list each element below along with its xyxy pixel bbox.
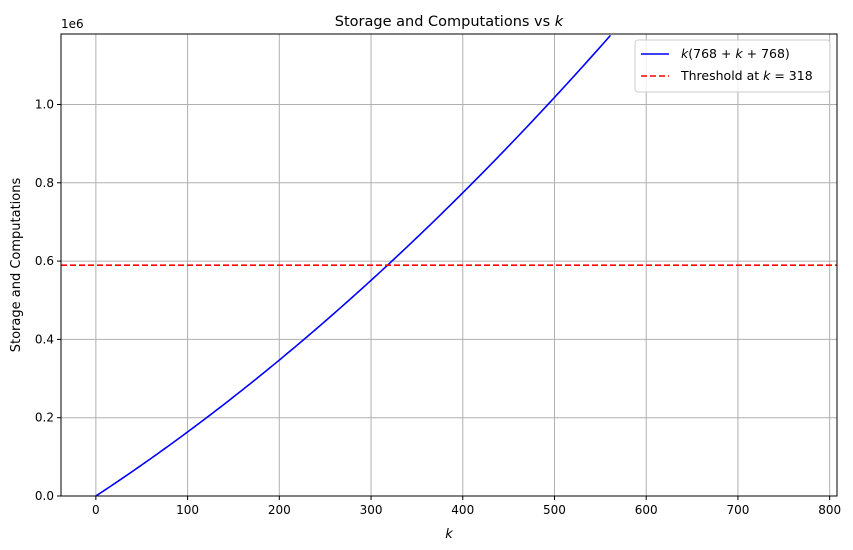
legend-label-series-2: Threshold at k = 318 xyxy=(680,68,813,83)
x-tick-label: 100 xyxy=(176,503,199,517)
plot-frame xyxy=(60,33,838,497)
legend-label-series-2-part-1: Threshold at xyxy=(680,68,763,83)
legend-label-series-2-part-3: = 318 xyxy=(770,68,812,83)
legend-label-series-1: k(768 + k + 768) xyxy=(681,46,790,61)
x-tick-label: 600 xyxy=(635,503,658,517)
x-axis-ticks: 0 100 200 300 400 500 600 700 800 xyxy=(92,496,841,517)
y-tick-label: 1.0 xyxy=(35,97,54,111)
x-tick-label: 800 xyxy=(818,503,841,517)
x-axis-label: k xyxy=(445,527,453,542)
chart-title-variable: k xyxy=(555,14,564,30)
y-axis-ticks: 0.0 0.2 0.4 0.6 0.8 1.0 xyxy=(35,97,61,503)
series-line-storage xyxy=(95,34,612,496)
x-tick-label: 300 xyxy=(360,503,383,517)
legend-label-series-2-part-2: k xyxy=(763,68,771,83)
y-tick-label: 0.4 xyxy=(35,332,54,346)
legend-label-series-1-part-3: k xyxy=(735,46,743,61)
y-tick-label: 0.2 xyxy=(35,411,54,425)
x-tick-label: 400 xyxy=(451,503,474,517)
x-tick-label: 200 xyxy=(268,503,291,517)
chart-title-text: Storage and Computations vs xyxy=(335,14,555,30)
legend-label-series-1-part-1: k xyxy=(681,46,689,61)
x-tick-label: 700 xyxy=(726,503,749,517)
y-axis-label: Storage and Computations xyxy=(9,178,24,353)
legend-box xyxy=(634,39,831,93)
y-tick-label: 0.8 xyxy=(35,176,54,190)
y-axis-offset-text: 1e6 xyxy=(61,17,84,31)
legend-label-series-1-part-4: + 768) xyxy=(743,46,790,61)
y-tick-label: 0.6 xyxy=(35,254,54,268)
legend-label-series-1-part-2: (768 + xyxy=(688,46,735,61)
legend: k(768 + k + 768) Threshold at k = 318 xyxy=(634,39,831,93)
chart-title: Storage and Computations vs k xyxy=(335,14,564,30)
series-layer xyxy=(61,34,837,496)
x-tick-label: 500 xyxy=(543,503,566,517)
x-tick-label: 0 xyxy=(92,503,100,517)
y-tick-label: 0.0 xyxy=(35,489,54,503)
